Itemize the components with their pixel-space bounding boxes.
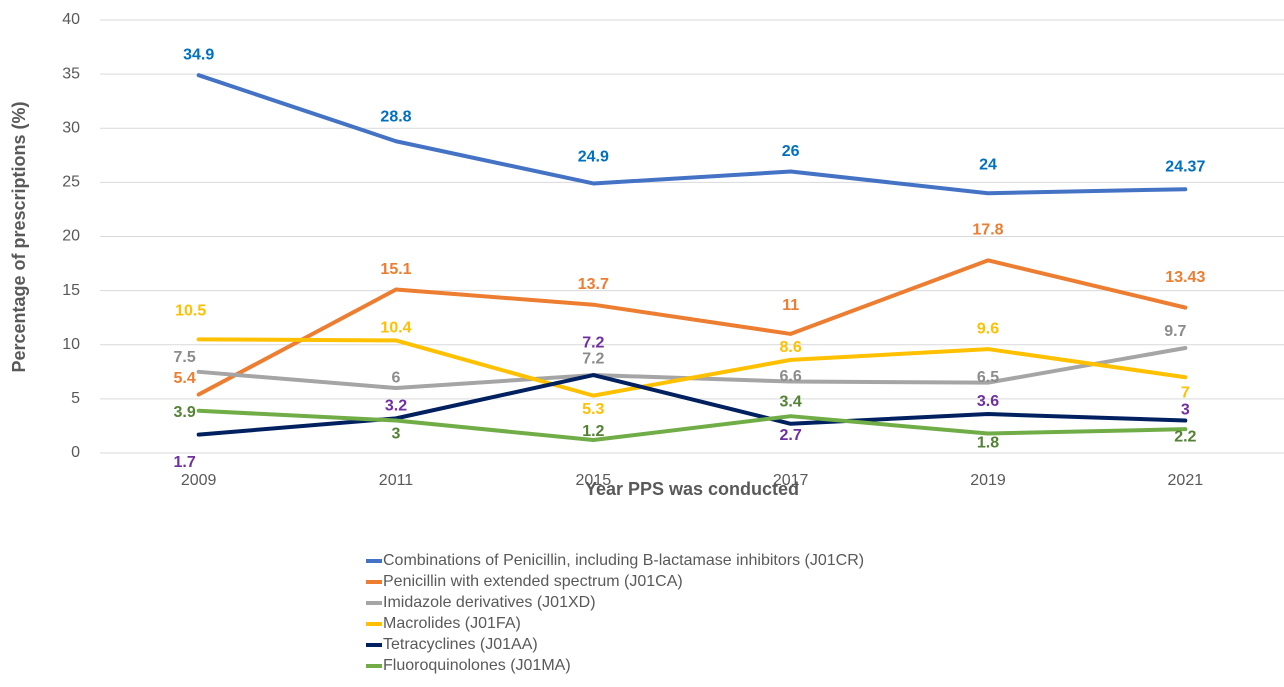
data-label: 10.4 <box>380 320 411 337</box>
x-tick-label: 2015 <box>576 472 612 489</box>
data-label: 3.2 <box>385 398 407 415</box>
data-label: 6 <box>392 369 401 386</box>
data-label: 1.8 <box>977 435 999 452</box>
data-label: 3 <box>1181 402 1190 419</box>
data-label: 3.4 <box>780 393 802 410</box>
y-axis-title: Percentage of prescriptions (%) <box>9 101 29 372</box>
y-tick-label: 10 <box>62 336 80 353</box>
legend-label: Macrolides (J01FA) <box>383 615 521 632</box>
data-label: 7.2 <box>582 334 604 351</box>
data-label: 2.7 <box>780 427 802 444</box>
data-label: 3.9 <box>174 404 196 421</box>
y-tick-label: 30 <box>62 119 80 136</box>
data-label: 26 <box>782 143 800 160</box>
data-label: 2.2 <box>1174 428 1196 445</box>
y-tick-label: 5 <box>71 390 80 407</box>
data-label: 13.43 <box>1165 269 1205 286</box>
series-line <box>196 373 1188 437</box>
data-label: 10.5 <box>175 303 206 320</box>
data-label: 24.37 <box>1165 158 1205 175</box>
series-line <box>196 258 1188 397</box>
y-tick-label: 35 <box>62 65 80 82</box>
x-tick-label: 2019 <box>970 472 1006 489</box>
data-label: 8.6 <box>780 339 802 356</box>
data-label: 7.2 <box>582 350 604 367</box>
y-tick-label: 25 <box>62 174 80 191</box>
data-label: 15.1 <box>380 261 411 278</box>
x-tick-label: 2021 <box>1168 472 1204 489</box>
legend-label: Imidazole derivatives (J01XD) <box>383 594 596 611</box>
series-line <box>196 345 1188 391</box>
series-line <box>196 408 1188 443</box>
data-label: 24.9 <box>578 149 609 166</box>
data-label: 6.6 <box>780 368 802 385</box>
series-line <box>196 73 1188 196</box>
x-axis-title: Year PPS was conducted <box>585 479 799 499</box>
data-label: 7 <box>1181 384 1190 401</box>
x-tick-label: 2017 <box>773 472 809 489</box>
y-tick-label: 20 <box>62 228 80 245</box>
legend-label: Fluoroquinolones (J01MA) <box>383 657 571 674</box>
legend-label: Tetracyclines (J01AA) <box>383 636 538 653</box>
data-label: 7.5 <box>174 349 196 366</box>
data-label: 1.2 <box>582 423 604 440</box>
data-label: 28.8 <box>380 108 411 125</box>
x-tick-label: 2009 <box>181 472 217 489</box>
data-label: 5.4 <box>174 370 196 387</box>
data-label: 24 <box>979 156 997 173</box>
y-tick-label: 40 <box>62 11 80 28</box>
data-label: 6.5 <box>977 369 999 386</box>
x-tick-label: 2011 <box>379 472 414 489</box>
data-label: 34.9 <box>183 46 214 63</box>
y-tick-label: 0 <box>71 444 80 461</box>
legend-label: Penicillin with extended spectrum (J01CA… <box>383 573 683 590</box>
data-label: 3.6 <box>977 393 999 410</box>
data-label: 5.3 <box>582 401 604 418</box>
data-label: 9.7 <box>1164 323 1186 340</box>
data-label: 11 <box>782 297 799 314</box>
y-tick-label: 15 <box>62 282 80 299</box>
legend-label: Combinations of Penicillin, including B-… <box>383 552 864 569</box>
data-label: 3 <box>392 426 401 443</box>
data-label: 13.7 <box>578 276 609 293</box>
data-label: 9.6 <box>977 320 999 337</box>
data-label: 1.7 <box>174 454 196 471</box>
series-line <box>196 337 1188 398</box>
data-label: 17.8 <box>972 222 1003 239</box>
